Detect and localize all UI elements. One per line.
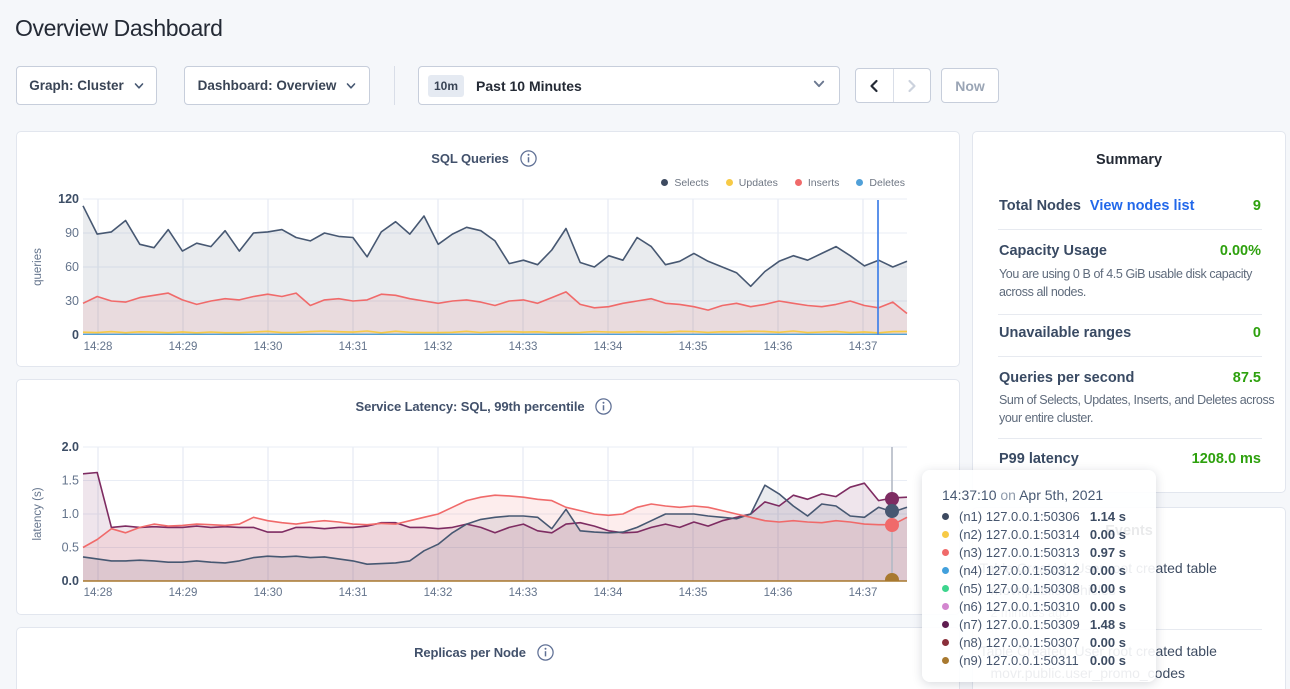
svg-text:90: 90: [65, 226, 79, 240]
svg-text:1.0: 1.0: [62, 507, 79, 521]
svg-text:0.5: 0.5: [62, 541, 79, 555]
svg-text:14:37: 14:37: [849, 587, 878, 599]
svg-text:14:34: 14:34: [594, 341, 623, 353]
svg-text:latency (s): latency (s): [32, 487, 44, 540]
svg-text:60: 60: [65, 260, 79, 274]
svg-text:14:31: 14:31: [339, 341, 368, 353]
svg-text:14:30: 14:30: [254, 341, 283, 353]
svg-text:14:35: 14:35: [679, 587, 708, 599]
svg-text:14:29: 14:29: [169, 341, 198, 353]
svg-text:14:32: 14:32: [424, 587, 453, 599]
svg-text:14:33: 14:33: [509, 341, 538, 353]
svg-text:14:31: 14:31: [339, 587, 368, 599]
svg-text:14:30: 14:30: [254, 587, 283, 599]
svg-text:14:34: 14:34: [594, 587, 623, 599]
svg-text:120: 120: [58, 192, 79, 206]
svg-text:0: 0: [72, 328, 79, 342]
svg-text:14:29: 14:29: [169, 587, 198, 599]
svg-text:14:28: 14:28: [84, 587, 113, 599]
svg-text:14:36: 14:36: [764, 587, 793, 599]
svg-text:14:33: 14:33: [509, 587, 538, 599]
svg-text:14:37: 14:37: [849, 341, 878, 353]
svg-text:14:32: 14:32: [424, 341, 453, 353]
svg-text:0.0: 0.0: [62, 574, 79, 588]
svg-text:14:35: 14:35: [679, 341, 708, 353]
svg-text:queries: queries: [32, 248, 44, 286]
svg-text:30: 30: [65, 294, 79, 308]
svg-text:14:36: 14:36: [764, 341, 793, 353]
svg-text:2.0: 2.0: [62, 440, 79, 454]
svg-text:1.5: 1.5: [62, 474, 79, 488]
svg-text:14:28: 14:28: [84, 341, 113, 353]
